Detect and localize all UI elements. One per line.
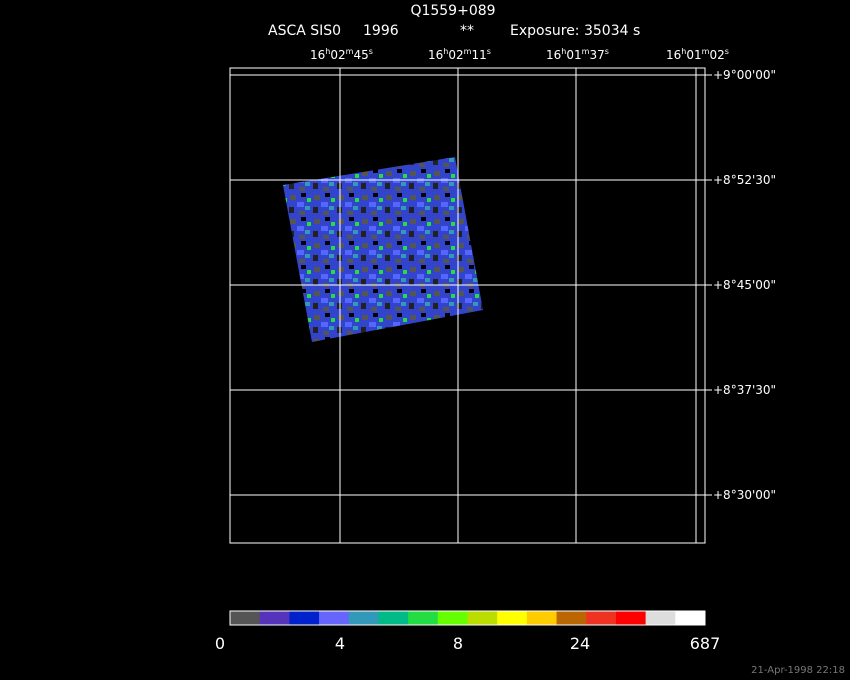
colorbar-swatch bbox=[259, 611, 290, 625]
colorbar-swatch bbox=[289, 611, 320, 625]
ra-part: 01 bbox=[566, 48, 581, 62]
colorbar-frame bbox=[229, 610, 706, 626]
dec-label: +8°37'30" bbox=[713, 383, 776, 397]
frame bbox=[229, 67, 706, 544]
title: Q1559+089 bbox=[410, 3, 495, 19]
ra-part: 37 bbox=[589, 48, 604, 62]
ra-label: 16h02m11s bbox=[428, 47, 491, 62]
colorbar-label: 687 bbox=[690, 634, 721, 653]
ra-part: h bbox=[443, 47, 448, 56]
ra-part: s bbox=[369, 47, 373, 56]
flag: ** bbox=[460, 23, 474, 39]
ra-part: m bbox=[582, 47, 590, 56]
ra-part: m bbox=[464, 47, 472, 56]
colorbar-label: 0 bbox=[215, 634, 225, 653]
ra-label: 16h01m37s bbox=[546, 47, 609, 62]
dec-label: +8°30'00" bbox=[713, 488, 776, 502]
colorbar-label: 24 bbox=[570, 634, 590, 653]
ra-part: 02 bbox=[709, 48, 724, 62]
colorbar-swatch bbox=[526, 611, 558, 625]
ra-part: 45 bbox=[353, 48, 368, 62]
year: 1996 bbox=[363, 23, 399, 39]
ra-part: s bbox=[725, 47, 729, 56]
image bbox=[283, 157, 483, 342]
colorbar-swatch bbox=[230, 611, 261, 625]
ra-part: m bbox=[702, 47, 710, 56]
colorbar-swatch bbox=[348, 611, 379, 625]
colorbar-swatch bbox=[675, 611, 706, 625]
exposure: Exposure: 35034 s bbox=[510, 23, 640, 39]
timestamp: 21-Apr-1998 22:18 bbox=[751, 665, 845, 676]
colorbar-swatch bbox=[319, 611, 350, 625]
ra-part: 16 bbox=[310, 48, 325, 62]
colorbar-label: 8 bbox=[453, 634, 463, 653]
ra-part: 11 bbox=[471, 48, 486, 62]
dec-label: +8°52'30" bbox=[713, 173, 776, 187]
colorbar-swatch bbox=[497, 611, 528, 625]
ra-part: h bbox=[681, 47, 686, 56]
ra-part: m bbox=[346, 47, 354, 56]
ra-label: 16h01m02s bbox=[666, 47, 729, 62]
colorbar-label: 4 bbox=[335, 634, 345, 653]
colorbar-swatch bbox=[586, 611, 617, 625]
dec-label: +8°45'00" bbox=[713, 278, 776, 292]
dec-label: +9°00'00" bbox=[713, 68, 776, 82]
colorbar-swatch bbox=[615, 611, 647, 625]
ra-label: 16h02m45s bbox=[310, 47, 373, 62]
ra-part: 01 bbox=[686, 48, 701, 62]
colorbar-swatch bbox=[378, 611, 409, 625]
ra-part: 02 bbox=[330, 48, 345, 62]
instrument: ASCA SIS0 bbox=[268, 23, 341, 39]
ra-part: 16 bbox=[428, 48, 443, 62]
colorbar-swatch bbox=[437, 611, 468, 625]
ra-part: h bbox=[561, 47, 566, 56]
ra-part: s bbox=[487, 47, 491, 56]
ra-part: s bbox=[605, 47, 609, 56]
colorbar-swatch bbox=[408, 611, 439, 625]
ra-part: 16 bbox=[546, 48, 561, 62]
colorbar-swatch bbox=[556, 611, 587, 625]
colorbar-swatch bbox=[645, 611, 676, 625]
ra-part: h bbox=[325, 47, 330, 56]
colorbar-swatch bbox=[467, 611, 498, 625]
ra-part: 02 bbox=[448, 48, 463, 62]
ra-part: 16 bbox=[666, 48, 681, 62]
